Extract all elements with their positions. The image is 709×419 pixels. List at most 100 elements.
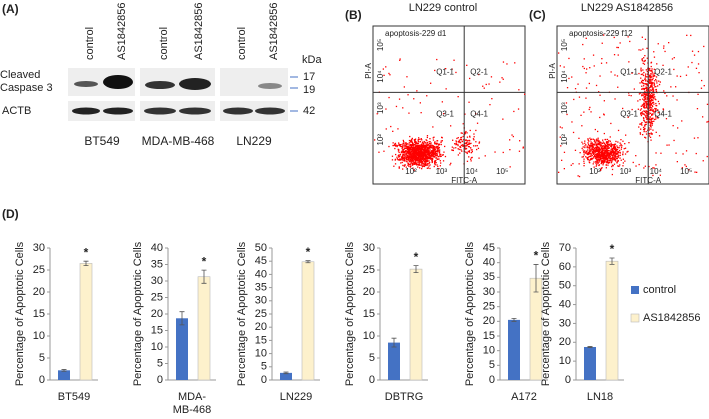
event-dot [693, 54, 696, 56]
y-tick-label: 5 [369, 352, 375, 364]
event-dot [435, 155, 438, 157]
event-dot [410, 153, 412, 156]
event-dot [408, 156, 411, 158]
y-axis-label: Percentage of Apoptotic Cells [236, 241, 248, 386]
event-dot [649, 99, 652, 102]
event-dot [649, 86, 652, 88]
event-dot [411, 146, 413, 148]
event-dot [429, 161, 431, 164]
event-dot [416, 163, 418, 165]
event-dot [403, 141, 405, 143]
event-dot [419, 140, 421, 143]
event-dot [418, 164, 420, 166]
event-dot [583, 165, 585, 167]
event-dot [436, 155, 438, 157]
event-dot [592, 163, 594, 165]
event-dot [706, 103, 709, 105]
event-dot [587, 149, 589, 151]
event-dot [436, 149, 439, 152]
event-dot [402, 107, 404, 109]
event-dot [664, 50, 666, 53]
event-dot [585, 151, 587, 154]
event-dot [588, 156, 590, 158]
bar [176, 318, 188, 380]
event-dot [646, 111, 649, 113]
event-dot [412, 161, 415, 163]
event-dot [583, 162, 585, 164]
event-dot [599, 75, 601, 77]
event-dot [599, 156, 601, 158]
event-dot [621, 145, 623, 147]
event-dot [598, 141, 600, 143]
event-dot [651, 99, 654, 101]
event-dot [585, 150, 587, 152]
event-dot [672, 95, 674, 97]
event-dot [597, 153, 600, 155]
event-dot [645, 80, 647, 82]
event-dot [619, 42, 621, 44]
event-dot [439, 151, 441, 153]
panel-label: (A) [2, 2, 19, 16]
event-dot [617, 86, 619, 88]
quadrant-label: Q3-1 [620, 109, 638, 118]
event-dot [424, 152, 426, 154]
event-dot [583, 58, 585, 60]
lane-label: control [158, 27, 170, 60]
event-dot [450, 125, 452, 127]
event-dot [651, 120, 653, 123]
event-dot [650, 139, 652, 141]
event-dot [439, 149, 441, 151]
event-dot [609, 156, 612, 158]
event-dot [566, 113, 568, 116]
event-dot [644, 96, 646, 98]
event-dot [434, 69, 436, 72]
event-dot [606, 155, 609, 157]
event-dot [650, 89, 652, 92]
event-dot [409, 148, 411, 150]
event-dot [644, 114, 646, 116]
event-dot [445, 88, 447, 90]
event-dot [428, 162, 430, 164]
event-dot [584, 146, 586, 149]
event-dot [643, 130, 645, 133]
event-dot [648, 95, 650, 97]
event-dot [433, 153, 436, 155]
event-dot [644, 128, 646, 130]
event-dot [442, 160, 445, 162]
event-dot [601, 157, 603, 159]
event-dot [610, 154, 612, 156]
event-dot [603, 160, 605, 162]
event-dot [430, 153, 432, 155]
y-tick-label: 0 [157, 374, 163, 386]
event-dot [405, 154, 407, 156]
event-dot [625, 134, 627, 136]
event-dot [434, 148, 436, 150]
event-dot [640, 128, 642, 130]
event-dot [598, 143, 600, 145]
event-dot [606, 141, 609, 143]
lane-label: control [84, 27, 96, 60]
event-dot [592, 157, 594, 160]
event-dot [411, 152, 413, 155]
event-dot [649, 80, 651, 82]
event-dot [642, 117, 645, 119]
event-dot [595, 165, 597, 167]
event-dot [429, 152, 431, 154]
event-dot [431, 154, 433, 156]
event-dot [400, 156, 403, 158]
event-dot [574, 88, 577, 90]
event-dot [413, 162, 416, 165]
error-bar [283, 371, 289, 375]
event-dot [694, 171, 696, 173]
event-dot [458, 140, 460, 143]
event-dot [411, 144, 413, 146]
event-dot [601, 150, 603, 152]
event-dot [469, 129, 471, 132]
event-dot [594, 149, 596, 151]
event-dot [437, 151, 439, 153]
legend-label: AS1842856 [643, 312, 701, 324]
event-dot [407, 149, 409, 151]
event-dot [690, 34, 692, 37]
marker-label: 19 [303, 84, 315, 96]
